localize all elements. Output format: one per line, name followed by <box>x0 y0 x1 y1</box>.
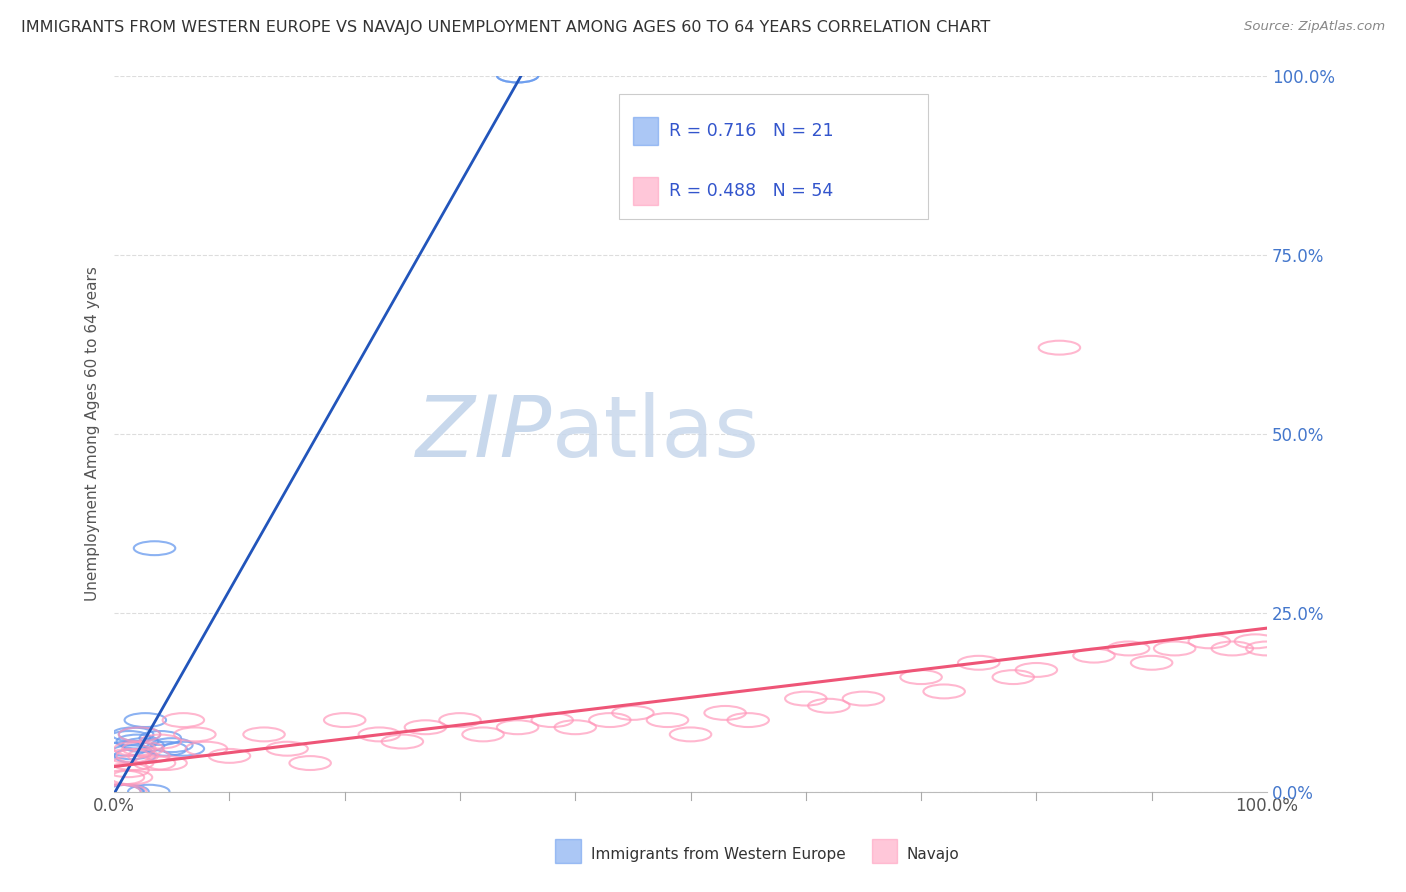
Text: ZIP: ZIP <box>416 392 553 475</box>
Text: Navajo: Navajo <box>907 847 960 862</box>
Text: R = 0.716   N = 21: R = 0.716 N = 21 <box>669 122 834 140</box>
Text: R = 0.488   N = 54: R = 0.488 N = 54 <box>669 182 834 200</box>
Text: Immigrants from Western Europe: Immigrants from Western Europe <box>591 847 845 862</box>
Text: Source: ZipAtlas.com: Source: ZipAtlas.com <box>1244 20 1385 33</box>
Text: IMMIGRANTS FROM WESTERN EUROPE VS NAVAJO UNEMPLOYMENT AMONG AGES 60 TO 64 YEARS : IMMIGRANTS FROM WESTERN EUROPE VS NAVAJO… <box>21 20 990 35</box>
Y-axis label: Unemployment Among Ages 60 to 64 years: Unemployment Among Ages 60 to 64 years <box>86 266 100 601</box>
Text: atlas: atlas <box>553 392 761 475</box>
